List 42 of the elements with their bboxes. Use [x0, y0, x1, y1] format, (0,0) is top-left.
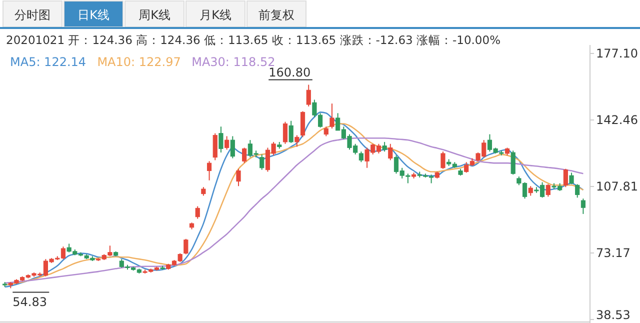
- y-tick-label: 38.53: [596, 308, 630, 322]
- candlestick: [324, 126, 328, 137]
- candlestick: [218, 126, 224, 154]
- candlestick: [575, 184, 580, 198]
- annotation: 20201021 开：124.36 高：124.36 低：113.65 收：113.65 涨跌：-12.63 涨幅：-10.00%: [6, 33, 501, 47]
- candlestick: [230, 136, 235, 159]
- candlestick: [242, 147, 247, 164]
- candlestick: [382, 141, 387, 152]
- candlestick: [195, 206, 200, 220]
- text: MA5: 122.14: [10, 55, 86, 69]
- text: 月K线: [200, 8, 232, 22]
- candlestick: [260, 154, 264, 170]
- candlestick: [224, 136, 230, 150]
- candlestick: [358, 151, 364, 163]
- text: 分时图: [14, 8, 50, 22]
- text: 周K线: [138, 8, 170, 22]
- candlestick: [510, 150, 516, 176]
- y-tick-label: 73.17: [596, 246, 630, 260]
- candlestick: [528, 186, 533, 196]
- candlestick: [212, 132, 218, 161]
- candlestick: [569, 172, 574, 185]
- text: MA10: 122.97: [97, 55, 181, 69]
- candlestick: [294, 134, 300, 148]
- y-tick-label: 177.10: [596, 46, 638, 61]
- candlestick: [580, 198, 586, 214]
- candlestick: [388, 143, 393, 161]
- candlestick: [184, 238, 188, 255]
- candlestick: [563, 168, 568, 188]
- candlestick: [288, 120, 294, 144]
- text: 前复权: [258, 8, 294, 22]
- candlestick: [440, 151, 446, 170]
- text: 日K线: [78, 8, 110, 22]
- candlestick: [236, 168, 241, 187]
- candlestick: [546, 184, 550, 198]
- candlestick: [206, 160, 212, 181]
- candlestick: [282, 121, 288, 144]
- y-tick-label: 142.46: [596, 113, 638, 128]
- candlestick: [300, 110, 306, 138]
- candlestick: [306, 84, 311, 107]
- annotation: 54.83: [12, 295, 47, 310]
- candlestick: [330, 103, 334, 130]
- y-tick-label: 107.81: [596, 180, 638, 194]
